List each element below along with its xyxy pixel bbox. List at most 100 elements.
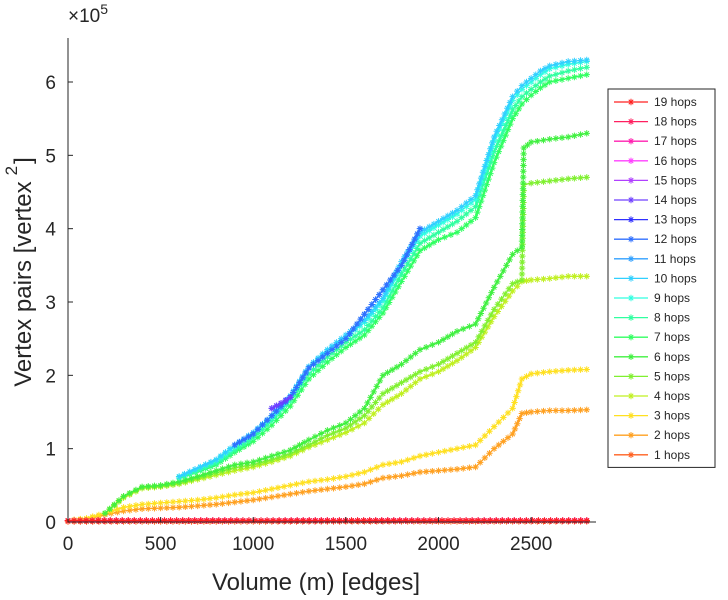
data-point: [449, 330, 456, 338]
data-point: [463, 350, 470, 358]
data-point: [356, 408, 363, 416]
data-point: [504, 434, 512, 441]
data-point: [89, 513, 96, 520]
data-point: [439, 226, 447, 233]
series-6-hops: [101, 130, 590, 517]
data-point: [463, 199, 470, 207]
data-point: [277, 412, 285, 419]
data-point: [293, 480, 300, 488]
data-point: [268, 485, 275, 493]
data-point: [376, 377, 384, 385]
data-point: [519, 197, 526, 204]
legend-marker: [627, 294, 635, 302]
data-point: [259, 430, 266, 437]
data-point: [355, 481, 362, 489]
data-point: [231, 441, 238, 449]
data-point: [518, 264, 526, 272]
data-point: [324, 346, 331, 353]
data-point: [444, 517, 452, 524]
data-point: [532, 88, 539, 95]
data-point: [351, 332, 359, 340]
data-point: [518, 243, 526, 251]
data-point: [577, 174, 584, 182]
data-point: [512, 110, 519, 117]
data-point: [520, 162, 527, 169]
legend-label: 7 hops: [654, 330, 690, 344]
data-point: [429, 467, 436, 475]
data-point: [486, 428, 493, 435]
legend-label: 2 hops: [654, 428, 690, 442]
data-point: [338, 335, 345, 342]
data-point: [268, 452, 275, 460]
data-point: [404, 260, 411, 268]
data-point: [305, 364, 313, 372]
data-point: [496, 122, 503, 129]
data-point: [439, 215, 447, 222]
data-point: [552, 71, 560, 78]
data-point: [259, 421, 266, 429]
legend-marker: [627, 432, 635, 439]
data-point: [458, 203, 465, 210]
data-point: [444, 216, 451, 223]
data-point: [524, 141, 531, 149]
data-point: [571, 132, 578, 139]
data-point: [520, 193, 527, 200]
data-point: [398, 390, 405, 397]
data-point: [583, 130, 590, 137]
data-point: [384, 369, 391, 376]
data-point: [529, 517, 536, 524]
data-point: [453, 229, 461, 236]
legend-item: 11 hops: [614, 252, 696, 266]
data-point: [541, 517, 548, 524]
data-point: [254, 434, 262, 441]
data-point: [527, 180, 535, 187]
series-14-hops: [268, 394, 294, 412]
data-point: [487, 170, 494, 177]
data-point: [342, 473, 350, 480]
data-point: [311, 433, 319, 440]
data-point: [523, 409, 530, 416]
data-point: [527, 138, 535, 146]
data-point: [514, 387, 522, 394]
data-point: [348, 471, 356, 479]
data-point: [458, 214, 465, 221]
x-axis-label: Volume (m) [edges]: [212, 569, 420, 596]
data-point: [373, 476, 380, 484]
data-point: [131, 517, 138, 524]
legend-item: 4 hops: [614, 389, 690, 403]
data-point: [438, 517, 446, 524]
data-point: [532, 82, 539, 89]
data-point: [514, 91, 521, 99]
data-point: [250, 434, 257, 441]
data-point: [396, 517, 403, 524]
data-point: [314, 362, 322, 369]
data-point: [565, 58, 572, 65]
data-point: [372, 296, 379, 303]
data-point: [577, 131, 584, 138]
data-point: [453, 518, 461, 525]
data-point: [287, 517, 295, 524]
legend-marker: [627, 255, 635, 262]
data-point: [466, 464, 473, 471]
legend-item: 15 hops: [614, 173, 697, 187]
data-point: [330, 434, 337, 441]
data-point: [453, 218, 461, 225]
data-point: [330, 424, 337, 432]
data-point: [282, 397, 289, 404]
data-point: [324, 353, 331, 361]
data-point: [222, 449, 229, 456]
series-10-hops: [175, 56, 590, 480]
data-point: [221, 517, 229, 524]
legend: 19 hops 18 hops 17 hops 16 hops 15 hops 14 ho…: [607, 88, 716, 468]
data-point: [453, 445, 461, 452]
data-point: [477, 197, 485, 205]
data-point: [426, 234, 433, 242]
data-point: [540, 369, 547, 376]
data-point: [268, 412, 275, 419]
data-point: [163, 499, 171, 506]
data-point: [502, 131, 509, 139]
data-point: [565, 133, 572, 141]
data-point: [389, 294, 396, 301]
data-point: [458, 347, 465, 354]
data-point: [194, 502, 201, 510]
